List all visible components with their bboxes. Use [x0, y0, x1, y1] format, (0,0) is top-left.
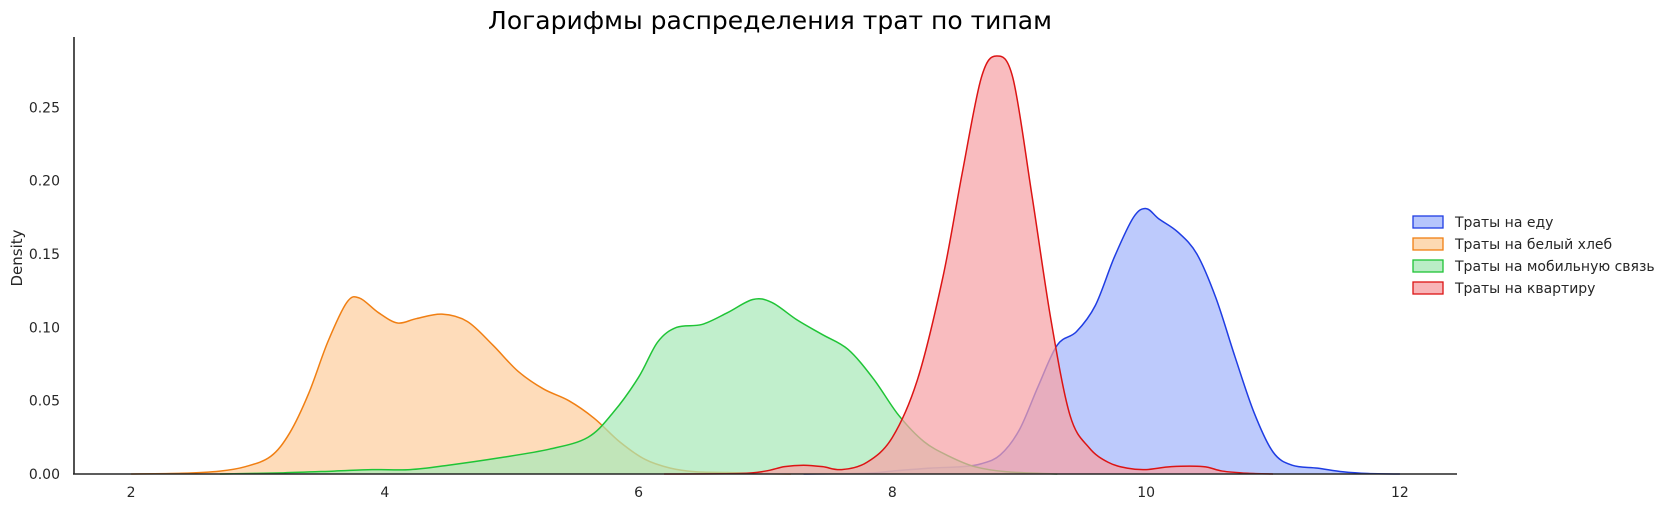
- legend-item: Траты на еду: [1412, 215, 1553, 231]
- series-1-area: [803, 208, 1400, 474]
- legend-item: Траты на белый хлеб: [1412, 237, 1612, 253]
- y-tick-labels: 0.00 0.05 0.10 0.15 0.20 0.25: [29, 100, 60, 483]
- legend-label: Траты на квартиру: [1454, 281, 1595, 297]
- y-tick-label: 0.25: [29, 100, 60, 116]
- legend-item: Траты на квартиру: [1412, 281, 1595, 297]
- x-tick-label: 4: [380, 485, 389, 501]
- series-4-area: [664, 56, 1274, 474]
- x-tick-label: 2: [127, 485, 136, 501]
- legend-label: Траты на еду: [1454, 215, 1553, 231]
- x-tick-label: 6: [634, 485, 643, 501]
- chart-title: Логарифмы распределения трат по типам: [488, 6, 1052, 35]
- legend-swatch: [1412, 281, 1444, 295]
- y-tick-label: 0.20: [29, 174, 60, 190]
- y-tick-label: 0.10: [29, 320, 60, 336]
- x-tick-label: 12: [1391, 485, 1409, 501]
- series-4-line: [663, 55, 1274, 475]
- legend-swatch: [1412, 259, 1444, 273]
- y-axis-label: Density: [8, 229, 26, 286]
- series-2-area: [131, 296, 791, 474]
- x-tick-labels: 2 4 6 8 10 12: [127, 485, 1409, 501]
- legend-item: Траты на мобильную связь: [1412, 259, 1655, 275]
- x-tick-label: 10: [1137, 485, 1155, 501]
- series-3-area: [219, 298, 1058, 474]
- legend-label: Траты на мобильную связь: [1454, 259, 1655, 275]
- legend-label: Траты на белый хлеб: [1454, 237, 1612, 253]
- legend-swatch: [1412, 215, 1444, 229]
- x-tick-label: 8: [888, 485, 897, 501]
- series-layer: [131, 55, 1400, 475]
- y-tick-label: 0.15: [29, 247, 60, 263]
- y-tick-label: 0.00: [29, 467, 60, 483]
- y-tick-label: 0.05: [29, 394, 60, 410]
- legend-swatch: [1412, 237, 1444, 251]
- series-4: [663, 55, 1274, 475]
- legend: Траты на еду Траты на белый хлеб Траты на …: [1412, 215, 1655, 297]
